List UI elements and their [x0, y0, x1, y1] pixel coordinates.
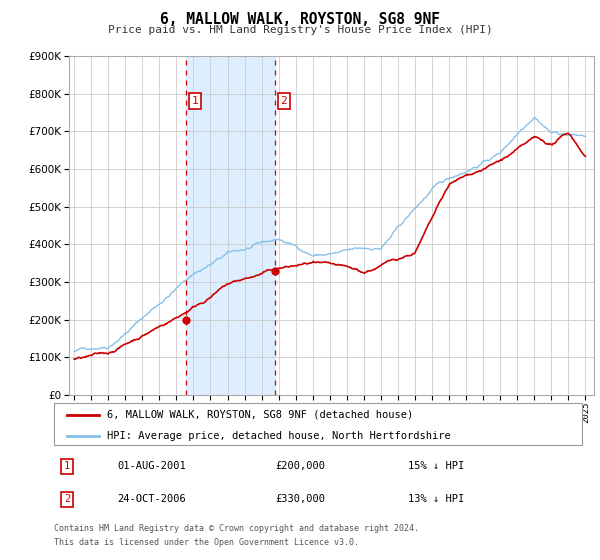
Text: Contains HM Land Registry data © Crown copyright and database right 2024.: Contains HM Land Registry data © Crown c… [54, 524, 419, 533]
Text: 15% ↓ HPI: 15% ↓ HPI [408, 461, 464, 472]
Text: 6, MALLOW WALK, ROYSTON, SG8 9NF (detached house): 6, MALLOW WALK, ROYSTON, SG8 9NF (detach… [107, 410, 413, 420]
Text: 1: 1 [192, 96, 199, 106]
Text: £200,000: £200,000 [276, 461, 326, 472]
Text: 24-OCT-2006: 24-OCT-2006 [118, 494, 186, 505]
Text: HPI: Average price, detached house, North Hertfordshire: HPI: Average price, detached house, Nort… [107, 431, 451, 441]
Text: £330,000: £330,000 [276, 494, 326, 505]
Text: 13% ↓ HPI: 13% ↓ HPI [408, 494, 464, 505]
Text: 6, MALLOW WALK, ROYSTON, SG8 9NF: 6, MALLOW WALK, ROYSTON, SG8 9NF [160, 12, 440, 27]
Text: 2: 2 [280, 96, 287, 106]
Bar [187, 56, 275, 395]
Text: This data is licensed under the Open Government Licence v3.0.: This data is licensed under the Open Gov… [54, 538, 359, 547]
Text: 2: 2 [64, 494, 70, 505]
Text: 01-AUG-2001: 01-AUG-2001 [118, 461, 186, 472]
Text: 1: 1 [64, 461, 70, 472]
Text: Price paid vs. HM Land Registry's House Price Index (HPI): Price paid vs. HM Land Registry's House … [107, 25, 493, 35]
FancyBboxPatch shape [54, 403, 582, 445]
